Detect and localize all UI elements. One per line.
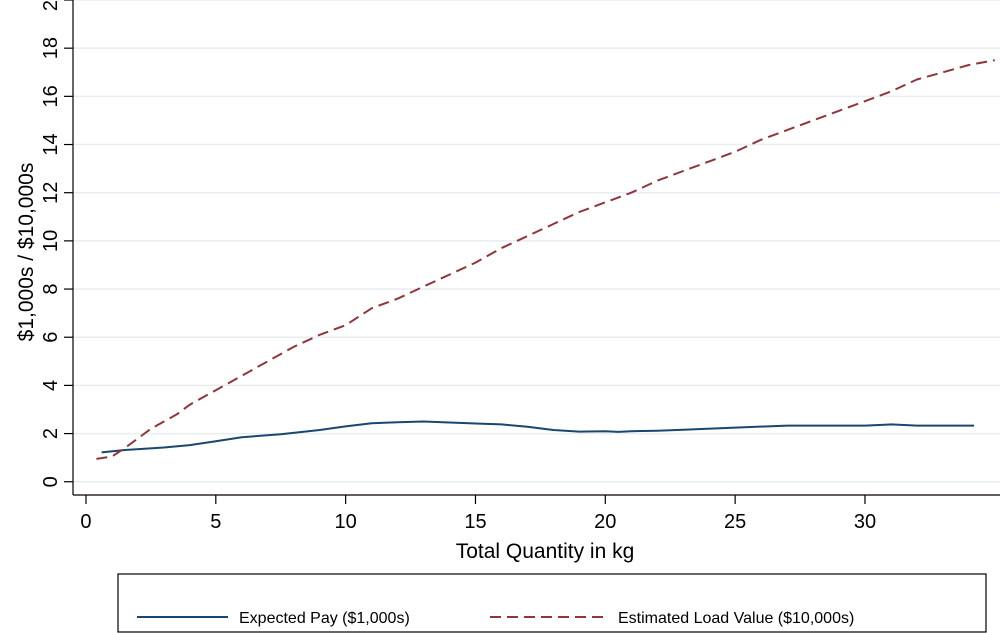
y-tick-label: 16 [40, 85, 62, 107]
x-tick-label: 5 [210, 511, 221, 533]
plot-series [96, 59, 995, 460]
y-axis-title: $1,000s / $10,000s [15, 163, 38, 342]
legend-label-1: Expected Pay ($1,000s) [239, 610, 410, 627]
y-tick-label: 20 [40, 0, 62, 11]
x-tick-label: 30 [854, 511, 876, 533]
y-tick-label: 2 [40, 428, 62, 439]
axes [64, 0, 1000, 504]
y-tick-label: 10 [40, 230, 62, 252]
legend-entries: Expected Pay ($1,000s) Estimated Load Val… [137, 610, 854, 627]
legend-box [117, 573, 987, 633]
y-tick-label: 4 [40, 380, 62, 391]
gridlines [73, 0, 1000, 483]
legend-label-2: Estimated Load Value ($10,000s) [618, 610, 854, 627]
x-tick-label: 0 [80, 511, 91, 533]
x-tick-label: 15 [464, 511, 486, 533]
series-line-1 [101, 420, 974, 454]
y-tick-label: 0 [40, 476, 62, 487]
tick-labels: 0 5 10 15 20 25 30 0 2 4 6 8 10 12 14 16 18 20 [40, 0, 876, 533]
series-line-2 [96, 59, 995, 460]
legend: Expected Pay ($1,000s) Estimated Load Val… [117, 573, 987, 633]
y-tick-label: 6 [40, 332, 62, 343]
x-tick-label: 10 [335, 511, 357, 533]
x-tick-label: 25 [724, 511, 746, 533]
x-tick-label: 20 [594, 511, 616, 533]
y-tick-label: 18 [40, 37, 62, 59]
y-tick-label: 14 [40, 133, 62, 155]
y-tick-label: 8 [40, 283, 62, 294]
x-axis-title: Total Quantity in kg [456, 540, 635, 563]
y-tick-label: 12 [40, 182, 62, 204]
